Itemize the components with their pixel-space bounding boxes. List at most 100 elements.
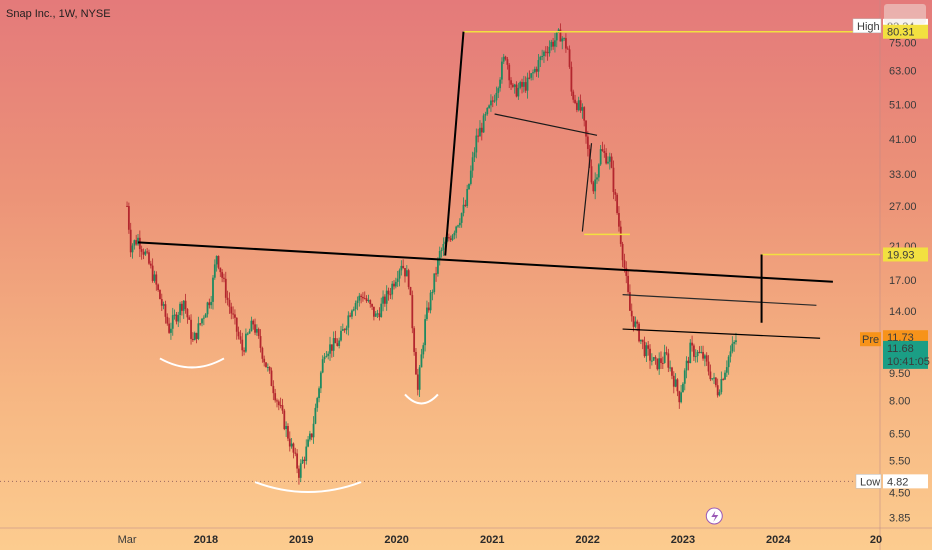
candle-body [170, 328, 172, 333]
candle-body [727, 356, 730, 368]
chart-control-button[interactable] [884, 4, 926, 24]
candle-body [330, 344, 333, 351]
candle-body [471, 157, 474, 171]
candle-body [427, 307, 430, 311]
candle-body [702, 351, 704, 359]
candle-body [674, 379, 677, 387]
candle-body [190, 319, 192, 339]
candle-body [473, 152, 476, 158]
candle-body [292, 443, 295, 453]
candle-body [316, 398, 319, 408]
candle-body [599, 149, 602, 165]
candle-body [592, 182, 595, 192]
candle-body [385, 290, 388, 304]
candle-body [404, 268, 406, 277]
candle-body [460, 213, 463, 223]
candle-body [396, 278, 399, 282]
candle-body [226, 297, 229, 300]
candle-body [387, 290, 390, 295]
candle-body [678, 391, 681, 403]
y-tick-label: 41.00 [889, 134, 917, 146]
candle-body [360, 295, 363, 297]
candle-body [669, 367, 672, 369]
candle-body [411, 295, 414, 329]
candle-body [431, 291, 434, 293]
candle-body [358, 295, 361, 301]
candle-body [266, 367, 269, 369]
candle-body [658, 358, 661, 370]
candle-body [618, 213, 620, 227]
y-tick-label: 3.85 [889, 512, 910, 524]
candle-body [513, 84, 516, 87]
candle-body [159, 289, 161, 300]
candle-body [583, 107, 586, 121]
candle-body [378, 313, 381, 318]
candle-body [426, 307, 428, 320]
candle-body [577, 100, 580, 111]
candle-body [711, 378, 714, 380]
candle-body [283, 410, 286, 430]
candle-body [237, 331, 240, 337]
candle-body [709, 371, 712, 380]
trend-line-neckline [137, 241, 833, 283]
candle-body [351, 310, 353, 317]
candle-body [274, 393, 277, 401]
pre-tag-label: Pre [862, 334, 879, 346]
candle-body [234, 314, 236, 318]
candle-body [575, 103, 578, 111]
candle-body [707, 361, 710, 372]
candle-body [338, 340, 341, 347]
pre-tag-bg [860, 332, 881, 347]
candle-body [663, 352, 666, 363]
candle-body [197, 323, 200, 339]
candle-body [703, 355, 706, 359]
candle-body [537, 60, 540, 72]
candle-body [137, 237, 139, 245]
candle-body [530, 73, 533, 78]
candle-body [433, 273, 436, 292]
candle-body [199, 323, 202, 325]
candle-body [394, 281, 397, 287]
candle-body [343, 329, 346, 331]
candle-body [398, 270, 401, 279]
lightning-icon [711, 511, 719, 522]
candle-body [475, 135, 478, 153]
candle-body [574, 99, 576, 104]
last-price-bg [883, 340, 928, 369]
candle-body [705, 355, 708, 362]
candle-body [504, 56, 507, 60]
candle-body [298, 468, 300, 478]
candle-body [608, 156, 611, 162]
candle-body [151, 265, 154, 281]
candle-body [133, 240, 136, 246]
x-tick-label: 20 [870, 534, 882, 546]
candle-body [629, 292, 631, 311]
candle-body [389, 294, 392, 296]
y-tick-label: 6.50 [889, 429, 910, 441]
candle-body [447, 237, 450, 239]
candle-body [383, 296, 386, 304]
candle-body [131, 245, 134, 253]
candle-body [586, 136, 589, 149]
candle-body [479, 127, 481, 137]
candle-body [499, 79, 501, 89]
candle-body [380, 303, 383, 318]
candle-body [290, 443, 293, 447]
candle-body [299, 463, 302, 478]
candle-body [162, 304, 165, 306]
candle-body [449, 238, 452, 240]
candle-body [179, 303, 181, 315]
candle-body [548, 46, 551, 54]
candle-body [374, 313, 377, 317]
y-tick-label: 75.00 [889, 38, 917, 50]
candle-body [729, 351, 732, 357]
candle-body [382, 296, 384, 304]
candle-body [652, 357, 655, 361]
candle-body [367, 300, 370, 302]
candle-body [543, 51, 545, 57]
candle-body [502, 56, 505, 62]
high-tag-label: High [857, 21, 880, 33]
candle-body [501, 61, 503, 80]
candle-body [259, 336, 262, 348]
